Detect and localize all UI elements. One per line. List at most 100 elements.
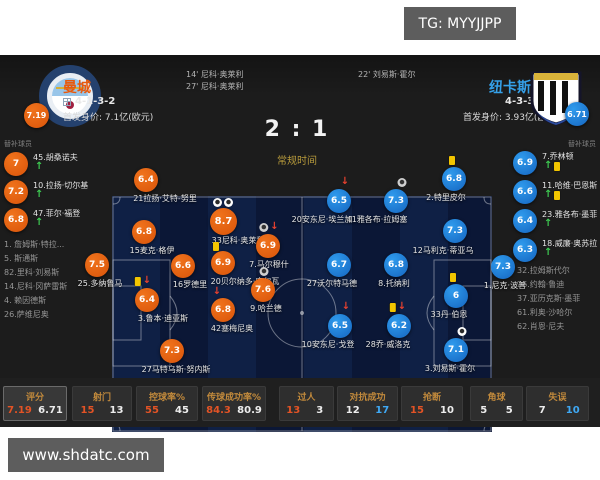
goal-entry: 27' 尼科·奥莱利 [186, 82, 244, 91]
sub-off-icon: ↓ [341, 301, 351, 312]
player-bernardo-silva-badges [213, 241, 219, 251]
assist-icon [259, 222, 269, 232]
unused-sub[interactable]: 37.亚历克斯·墨菲 [517, 294, 581, 303]
goal-icon [457, 326, 467, 336]
bench-player-cherki[interactable]: 7.2 10.拉扬·切尔基 ↑ [4, 179, 110, 206]
player-burn-name: 33丹·伯恩 [430, 310, 468, 319]
player-rating: 7.2 [4, 180, 28, 204]
home-market-value: 首发身价: 7.1亿(欧元) [63, 113, 154, 123]
player-ramsey-name: 41雅各布·拉姆塞 [346, 215, 408, 224]
sub-on-icon: ↑ [544, 189, 553, 200]
player-woltemade[interactable]: 6.7 [327, 253, 351, 277]
bench-player-barnes[interactable]: 6.6 11.哈维·巴恩斯 ↑ [511, 179, 600, 206]
player-tonali-name: 8.托纳利 [378, 279, 410, 288]
player-haaland[interactable]: 7.6 [251, 278, 275, 302]
player-oreilly-badges [213, 197, 233, 207]
player-hall[interactable]: 7.1 [444, 338, 468, 362]
player-gordon[interactable]: 6.5 [328, 314, 352, 338]
player-marmoush[interactable]: 6.9 [256, 234, 280, 258]
player-nunes[interactable]: 7.3 [160, 339, 184, 363]
unused-sub[interactable]: 32.拉姆斯代尔 [517, 266, 570, 275]
player-dias-name: 3.鲁本·迪亚斯 [137, 314, 189, 323]
player-elanga[interactable]: 6.5 [327, 189, 351, 213]
player-willock[interactable]: 6.2 [387, 314, 411, 338]
unused-sub[interactable]: 26.萨维尼奥 [4, 310, 49, 319]
unused-sub[interactable]: 14.尼科·冈萨雷斯 [4, 282, 68, 291]
player-guehi[interactable]: 6.8 [132, 220, 156, 244]
player-donnarumma[interactable]: 7.5 [85, 253, 109, 277]
player-guehi-name: 15麦克·格伊 [129, 246, 175, 255]
unused-sub[interactable]: 61.利奥·沙哈尔 [517, 308, 573, 317]
player-oreilly[interactable]: 8.7 [210, 208, 237, 235]
yellow-card-icon [449, 155, 455, 165]
stat-label: 失误 [548, 393, 567, 403]
score: 2 : 1 [264, 117, 330, 142]
player-ait-nouri[interactable]: 6.4 [134, 168, 158, 192]
player-rating: 6.4 [513, 209, 537, 233]
bench-player-foden[interactable]: 6.8 47.菲尔·福登 ↑ [4, 207, 110, 234]
player-pope-name: 1.尼克·波普 [483, 281, 527, 290]
player-willock-badges: ↓ [389, 302, 406, 312]
stat-pass-accuracy: 传球成功率% 84.3 80.9 [202, 386, 266, 421]
stat-tackles: 抢断 15 10 [401, 386, 463, 421]
player-ramsey[interactable]: 7.3 [384, 189, 408, 213]
stat-label: 传球成功率% [206, 393, 262, 403]
bench-player-khusanov[interactable]: 7 45.胡桑诺夫 ↑ [4, 151, 110, 178]
formation-icon [63, 97, 71, 106]
unused-sub[interactable]: 1. 詹姆斯·特拉... [4, 240, 65, 249]
player-gordon-badges: ↓ [342, 302, 350, 312]
player-dias[interactable]: 6.4 [135, 288, 159, 312]
match-panel: 7.19 曼城 4-1-3-2 首发身价: 7.1亿(欧元) 14' 尼科·奥莱… [0, 55, 600, 432]
home-team-crest [39, 65, 101, 127]
stat-possession: 控球率% 55 45 [136, 386, 198, 421]
yellow-card-icon [450, 272, 456, 282]
player-name: 23.雅各布·墨菲 [542, 210, 598, 219]
away-unused-subs: 32.拉姆斯代尔 26.约翰·鲁迪 37.亚历克斯·墨菲 61.利奥·沙哈尔 6… [517, 264, 580, 334]
player-bernardo-silva[interactable]: 6.9 [211, 251, 235, 275]
yellow-card-icon [389, 302, 396, 312]
match-period: 常规时间 [277, 156, 317, 167]
stat-label: 抢断 [422, 393, 441, 403]
player-name: 45.胡桑诺夫 [33, 153, 78, 162]
player-rodri[interactable]: 6.6 [171, 254, 195, 278]
goal-icon [224, 197, 233, 207]
assist-icon [259, 266, 269, 276]
player-name: 18.威廉·奥苏拉 [542, 239, 598, 248]
player-bernardo-silva-name: 20贝尔纳多·席尔瓦 [210, 277, 280, 286]
player-burn-badges [450, 272, 456, 282]
player-hall-badges [457, 326, 467, 336]
player-ramsey-badges [397, 177, 407, 187]
bench-player-joelinton[interactable]: 6.9 7.乔林顿 ↑ [511, 150, 600, 177]
player-trippier[interactable]: 6.8 [442, 167, 466, 191]
home-formation: 4-1-3-2 [63, 96, 115, 107]
unused-sub[interactable]: 26.约翰·鲁迪 [517, 280, 565, 289]
unused-sub[interactable]: 4. 赖因德斯 [4, 296, 47, 305]
player-semenyo[interactable]: 6.8 [211, 298, 235, 322]
home-team-name: 曼城 [63, 80, 91, 96]
player-name: 11.哈维·巴恩斯 [542, 181, 598, 190]
sub-on-icon: ↑ [35, 189, 44, 200]
unused-sub[interactable]: 82.里科·刘易斯 [4, 268, 60, 277]
player-burn[interactable]: 6 [444, 284, 468, 308]
sub-off-icon: ↓ [340, 176, 350, 187]
player-elanga-badges: ↓ [341, 177, 349, 187]
player-haaland-name: 9.哈兰德 [250, 304, 282, 313]
player-name: 10.拉扬·切尔基 [33, 181, 89, 190]
player-thiaw[interactable]: 7.3 [443, 219, 467, 243]
bench-player-murphy[interactable]: 6.4 23.雅各布·墨菲 ↑ [511, 208, 600, 235]
yellow-card-icon [134, 276, 141, 286]
bench-player-osula[interactable]: 6.3 18.威廉·奥苏拉 ↑ [511, 237, 600, 264]
sub-on-icon: ↑ [544, 160, 553, 171]
unused-sub[interactable]: 62.肖恩·尼夫 [517, 322, 565, 331]
unused-sub[interactable]: 5. 斯通斯 [4, 254, 39, 263]
goal-entry: 22' 刘易斯·霍尔 [358, 70, 416, 79]
pitch-lines [112, 196, 492, 432]
stat-label: 对抗成功 [349, 393, 386, 403]
player-pope[interactable]: 7.3 [491, 255, 515, 279]
match-stats-bar: 评分 7.19 6.71 射门 15 13 控球率% 55 45 传球成功率% 84.… [0, 378, 600, 427]
stat-label: 控球率% [148, 393, 186, 403]
player-hall-name: 3.刘易斯·霍尔 [424, 364, 476, 373]
away-goal-list: 22' 刘易斯·霍尔 [358, 69, 415, 81]
player-rating: 6.3 [513, 238, 537, 262]
player-tonali[interactable]: 6.8 [384, 253, 408, 277]
